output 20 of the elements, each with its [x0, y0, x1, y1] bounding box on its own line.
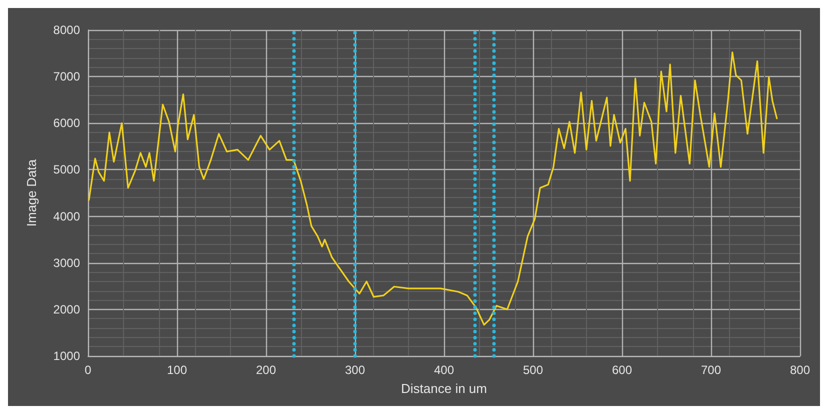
x-tick-label: 100 — [166, 363, 188, 377]
x-tick-label: 0 — [84, 363, 92, 377]
y-tick-label: 8000 — [53, 23, 80, 37]
y-tick-label: 1000 — [53, 349, 80, 363]
y-tick-label: 7000 — [53, 70, 80, 84]
y-tick-label: 5000 — [53, 162, 80, 177]
y-axis-title: Image Data — [24, 158, 39, 227]
x-tick-label: 300 — [344, 363, 366, 377]
x-tick-label: 500 — [522, 363, 544, 377]
y-tick-label: 6000 — [53, 116, 80, 130]
y-tick-label: 2000 — [53, 302, 80, 316]
x-tick-label: 600 — [612, 363, 632, 377]
y-tick-label: 3000 — [53, 256, 80, 270]
x-axis-title: Distance in um — [401, 381, 487, 396]
x-tick-label: 200 — [256, 363, 276, 377]
x-tick-label: 800 — [790, 363, 810, 377]
x-tick-label: 400 — [434, 363, 454, 377]
line-series — [88, 52, 778, 326]
y-tick-label: 4000 — [53, 209, 80, 224]
x-tick-label: 700 — [700, 363, 722, 377]
